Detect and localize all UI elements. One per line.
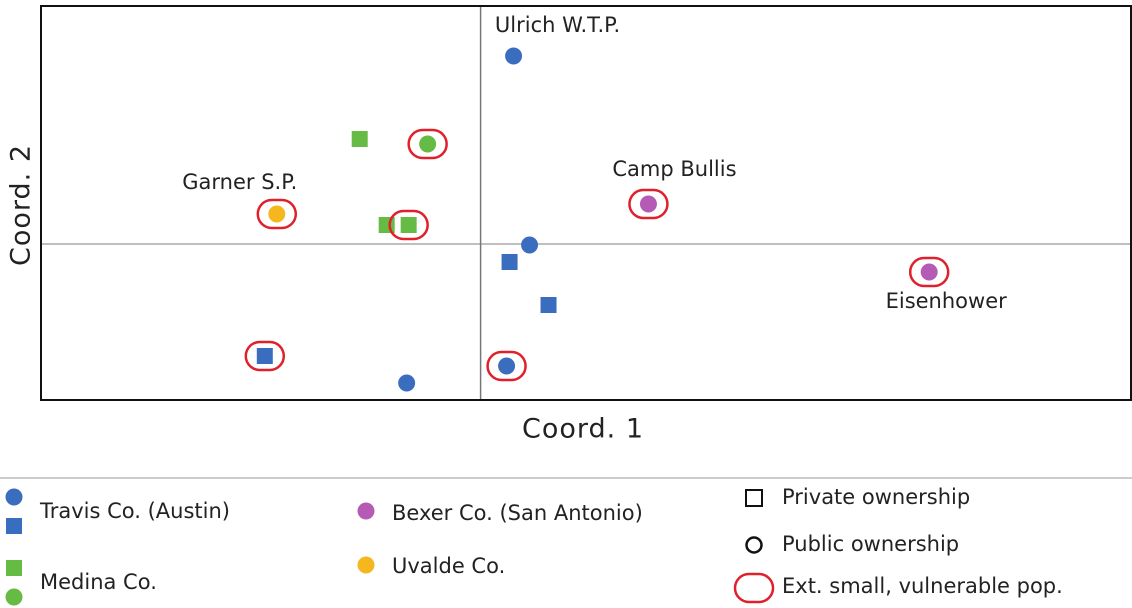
legend-label: Medina Co. <box>40 570 157 594</box>
legend-label: Ext. small, vulnerable pop. <box>782 574 1063 598</box>
point <box>920 263 938 281</box>
point <box>540 297 557 313</box>
point <box>498 357 516 375</box>
point <box>521 236 539 254</box>
legend-label: Uvalde Co. <box>392 554 505 578</box>
point <box>398 374 416 392</box>
legend-swatch <box>745 536 763 554</box>
highlight-ring <box>388 209 429 241</box>
annotation: Camp Bullis <box>612 157 736 181</box>
annotation: Eisenhower <box>886 289 1008 313</box>
legend-swatch <box>357 502 375 520</box>
highlight-ring <box>486 350 527 382</box>
highlight-ring <box>407 128 448 160</box>
point <box>351 131 368 147</box>
legend-label: Bexer Co. (San Antonio) <box>392 501 643 525</box>
legend-swatch <box>5 488 23 506</box>
legend-swatch <box>5 588 23 606</box>
point <box>639 195 657 213</box>
highlight-ring <box>908 256 950 288</box>
point <box>505 47 523 65</box>
legend-label: Private ownership <box>782 485 970 509</box>
point <box>256 348 273 364</box>
legend-swatch <box>357 556 375 574</box>
annotation: Garner S.P. <box>182 170 297 194</box>
x-axis-label: Coord. 1 <box>522 414 644 445</box>
legend-swatch <box>733 572 775 604</box>
legend-swatch <box>745 489 763 507</box>
legend-swatch <box>6 518 22 534</box>
point <box>268 205 286 223</box>
point <box>501 254 518 270</box>
point <box>419 135 437 153</box>
highlight-ring <box>256 198 298 230</box>
highlight-ring <box>628 188 669 220</box>
plot-frame <box>40 5 1132 401</box>
point <box>378 217 395 233</box>
y-axis-label: Coord. 2 <box>6 144 37 266</box>
legend-label: Public ownership <box>782 532 959 556</box>
highlight-ring <box>244 340 286 372</box>
annotation: Ulrich W.T.P. <box>495 13 620 37</box>
legend-swatch <box>6 560 22 576</box>
legend-label: Travis Co. (Austin) <box>39 499 230 523</box>
point <box>400 217 417 233</box>
